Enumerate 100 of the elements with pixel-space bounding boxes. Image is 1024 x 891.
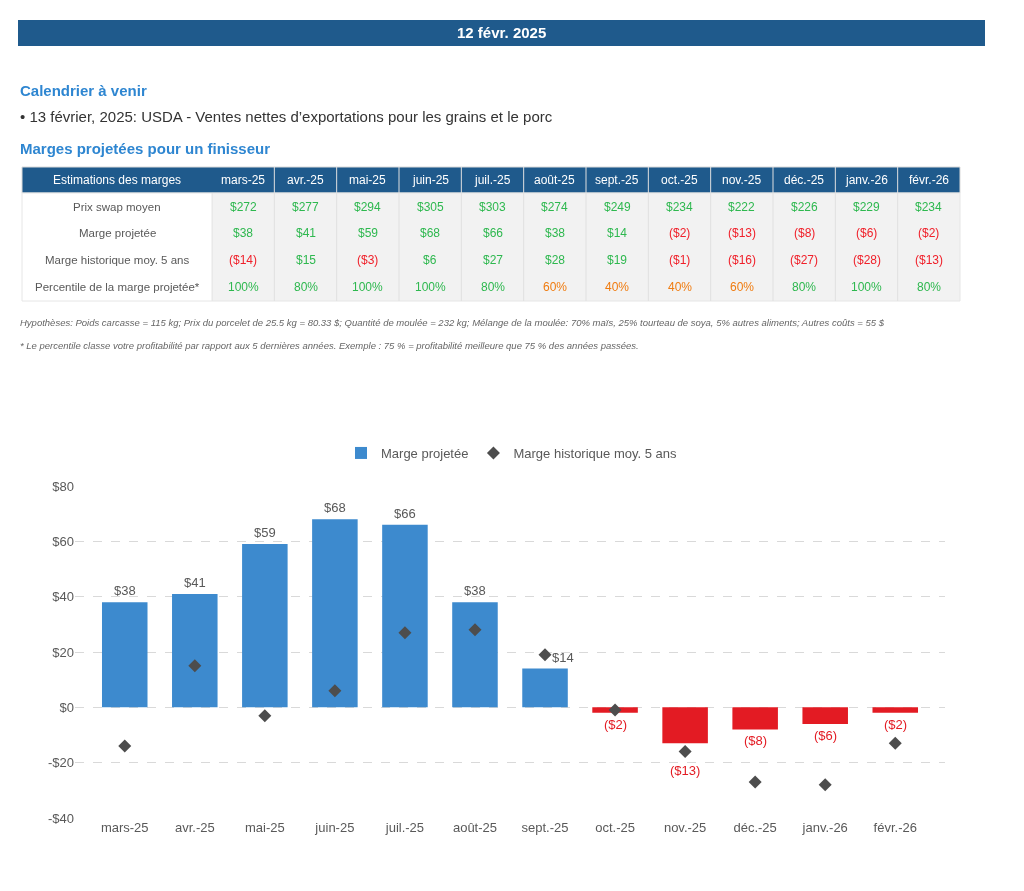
data-label: $277: [292, 200, 320, 214]
data-label: 40%: [605, 280, 630, 294]
bar: [522, 668, 568, 708]
data-label: $249: [604, 200, 632, 214]
bar: [382, 524, 428, 708]
x-tick-label: juil.-25: [384, 820, 425, 835]
data-label: $305: [417, 200, 445, 214]
x-tick-label: janv.-26: [845, 173, 889, 187]
data-label: 100%: [415, 280, 447, 294]
x-tick-label: nov.-25: [722, 173, 762, 187]
bar: [242, 544, 288, 708]
y-tick-label: -$40: [47, 810, 74, 826]
data-label: $274: [541, 200, 569, 214]
point: [538, 648, 552, 662]
data-label: ($13): [670, 763, 701, 778]
y-tick-label: $0: [59, 699, 74, 715]
data-label: $59: [254, 525, 276, 540]
x-tick-label: sept.-25: [595, 173, 639, 187]
chart-subtitle: Marges projetées pour un finisseur: [20, 140, 271, 157]
data-label: $234: [915, 200, 943, 214]
data-label: ($8): [794, 226, 816, 240]
text: Calendrier à venir: [20, 82, 147, 99]
point: [398, 626, 412, 640]
bar: [101, 602, 148, 708]
text: • 13 février, 2025: USDA - Ventes nettes d’exportations pour les grains et le porc: [20, 108, 553, 125]
data-label: $66: [394, 506, 416, 521]
x-tick-label: avr.-25: [287, 173, 325, 187]
data-label: 80%: [917, 280, 942, 294]
data-label: 60%: [543, 280, 568, 294]
data-label: $41: [184, 575, 206, 590]
chart-title: 12 févr. 2025: [457, 24, 547, 41]
data-label: $14: [607, 226, 628, 240]
data-label: ($6): [814, 728, 838, 743]
x-tick-label: oct.-25: [661, 173, 699, 187]
bar: [872, 707, 919, 713]
data-label: $303: [479, 200, 507, 214]
data-label: 40%: [668, 280, 693, 294]
data-label: $27: [483, 253, 504, 267]
data-label: $15: [296, 253, 317, 267]
data-label: $66: [483, 226, 504, 240]
point: [188, 659, 202, 673]
data-label: $226: [791, 200, 819, 214]
y-tick-label: Marge projetée: [79, 227, 157, 239]
point: [118, 739, 132, 753]
data-label: $19: [607, 253, 628, 267]
data-label: $68: [420, 226, 441, 240]
text: Hypothèses: Poids carcasse = 115 kg; Prix du porcelet de 25.5 kg = 80.33 $; Quantité de moulée = 232 kg; Mélange de la moulée: 70% maïs, 25% tourteau de soya, 5% autres aliments; Autres coûts = 55 $: [20, 317, 885, 328]
data-label: ($2): [669, 226, 691, 240]
y-tick-label: $40: [52, 589, 74, 605]
legend-label: Marge projetée: [381, 446, 469, 462]
x-tick-label: mars-25: [100, 820, 149, 835]
x-tick-label: oct.-25: [595, 820, 635, 835]
data-label: $59: [358, 226, 379, 240]
x-tick-label: déc.-25: [733, 820, 777, 835]
y-tick-label: Percentile de la marge projetée*: [35, 281, 200, 293]
data-label: $234: [666, 200, 694, 214]
x-tick-label: janv.-26: [801, 820, 848, 835]
y-tick-label: $20: [52, 644, 74, 660]
x-tick-label: nov.-25: [663, 820, 707, 835]
data-label: ($2): [918, 226, 940, 240]
data-label: ($27): [790, 253, 819, 267]
data-label: 80%: [792, 280, 817, 294]
x-tick-label: avr.-25: [174, 820, 215, 835]
x-tick-label: févr.-26: [873, 820, 917, 835]
data-label: $222: [728, 200, 756, 214]
y-tick-label: $60: [52, 533, 74, 549]
data-label: ($8): [744, 733, 768, 748]
data-label: ($1): [669, 253, 691, 267]
data-label: $38: [233, 226, 254, 240]
data-label: $294: [354, 200, 382, 214]
x-tick-label: juin-25: [314, 820, 355, 835]
x-tick-label: sept.-25: [521, 820, 569, 835]
point: [258, 709, 272, 723]
x-tick-label: juin-25: [412, 173, 450, 187]
point: [328, 684, 342, 698]
data-label: ($2): [884, 717, 908, 732]
data-label: ($16): [728, 253, 757, 267]
point: [888, 736, 902, 750]
point: [748, 775, 762, 789]
data-label: $38: [114, 583, 136, 598]
x-tick-label: août-25: [452, 820, 498, 835]
bar: [452, 602, 498, 708]
data-label: $14: [552, 650, 574, 665]
data-label: ($2): [604, 717, 628, 732]
data-label: 80%: [294, 280, 319, 294]
data-label: ($14): [229, 253, 258, 267]
data-label: 100%: [851, 280, 883, 294]
data-label: $41: [296, 226, 317, 240]
x-tick-label: févr.-26: [909, 173, 950, 187]
data-label: ($13): [728, 226, 757, 240]
bar: [662, 707, 708, 744]
point: [818, 778, 832, 792]
y-tick-label: Prix swap moyen: [73, 201, 161, 213]
data-label: $229: [853, 200, 881, 214]
bar: [172, 593, 218, 708]
x-tick-label: mars-25: [221, 173, 266, 187]
bar: [732, 707, 778, 730]
data-label: 80%: [481, 280, 506, 294]
data-label: ($3): [357, 253, 379, 267]
text: * Le percentile classe votre profitabilité par rapport aux 5 dernières années. Exemple : 75 % = profitabilité meilleure que 75 % des années passées.: [20, 340, 639, 351]
